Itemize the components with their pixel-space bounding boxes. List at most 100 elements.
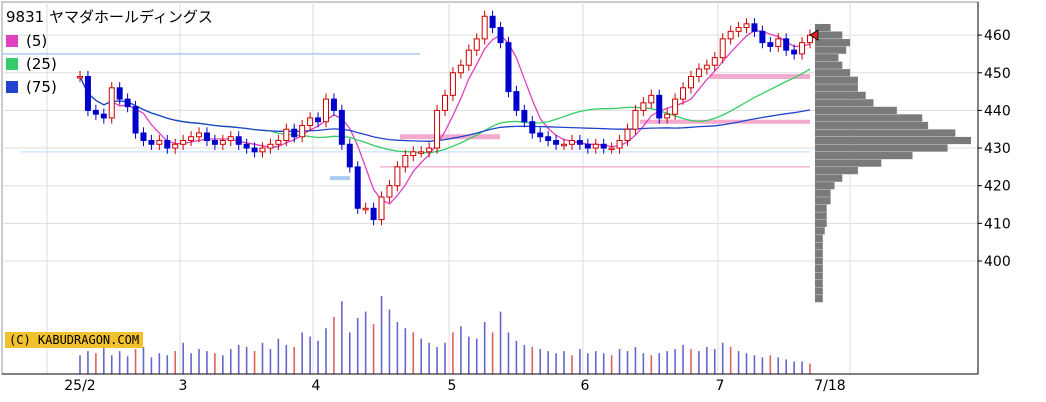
candle-body — [624, 128, 631, 142]
candle-body — [394, 166, 401, 187]
ma5-swatch — [6, 34, 18, 47]
ma25-swatch — [6, 57, 18, 70]
candle-body — [315, 117, 322, 123]
ma75-label: (75) — [26, 77, 57, 96]
ma25-label: (25) — [26, 54, 57, 73]
candle-body — [108, 87, 115, 119]
candle-body — [648, 94, 655, 104]
candle-body — [695, 68, 702, 78]
candle-body — [322, 98, 329, 123]
candle-body — [148, 140, 155, 145]
candle-body — [513, 91, 520, 111]
candle-body — [164, 140, 171, 149]
candle-body — [330, 98, 337, 111]
y-tick-label: 440 — [984, 103, 1011, 119]
volume-profile-bar — [815, 227, 825, 235]
volume-profile-bar — [815, 167, 858, 175]
x-axis-ticks: 25/2 3 4 5 6 7 7/18 — [64, 378, 845, 394]
candle-body — [442, 94, 448, 111]
candle-body — [92, 109, 99, 115]
volume-profile-bar — [815, 69, 851, 77]
candle-body — [457, 64, 464, 74]
candle-body — [77, 76, 83, 79]
candle-body — [783, 38, 790, 51]
candle-body — [100, 113, 107, 119]
candle-body — [616, 140, 623, 149]
volume-profile-bar — [815, 84, 858, 92]
moving-average-lines — [79, 29, 811, 205]
candle-body — [600, 143, 607, 149]
credit-label: (C) KABUDRAGON.COM — [5, 332, 144, 348]
volume-profile-bar — [815, 174, 843, 182]
candle-body — [680, 87, 687, 100]
volume-profile-bar — [815, 264, 823, 273]
candle-body — [211, 140, 218, 145]
volume-profile-bar — [815, 242, 823, 250]
candle-body — [386, 185, 393, 198]
last-price-marker — [809, 29, 819, 41]
candle-body — [608, 147, 615, 151]
candle-body — [727, 30, 734, 40]
candle-body — [124, 98, 131, 108]
candle-body — [283, 128, 290, 142]
x-tick-label: 4 — [312, 378, 321, 394]
candle-body — [426, 147, 433, 153]
volume-profile-bar — [815, 189, 831, 197]
candle-body — [243, 143, 250, 149]
candle-body — [656, 94, 663, 119]
ma5-label: (5) — [26, 31, 48, 50]
candle-body — [791, 49, 798, 55]
y-tick-label: 450 — [984, 66, 1011, 82]
candlesticks — [77, 10, 813, 226]
candle-body — [227, 136, 234, 142]
candle-body — [672, 98, 679, 115]
candle-body — [632, 109, 639, 130]
candle-body — [743, 23, 750, 29]
volume-profile-bar — [815, 212, 827, 220]
volume-profile-bar — [815, 54, 839, 62]
candle-body — [307, 117, 314, 126]
candle-body — [735, 27, 742, 32]
candle-body — [465, 49, 472, 66]
volume-profile-bar — [815, 129, 956, 137]
volume-profile-bar — [815, 144, 948, 152]
candle-body — [84, 76, 91, 111]
volume-profile-bar — [815, 99, 874, 107]
candle-body — [219, 140, 226, 145]
x-tick-label: 6 — [581, 378, 590, 394]
candle-body — [537, 132, 544, 138]
y-tick-label: 400 — [984, 254, 1011, 270]
chart-title: 9831 ヤマダホールディングス — [6, 8, 213, 26]
volume-profile-bar — [815, 39, 851, 47]
candle-body — [132, 106, 139, 134]
candle-body — [759, 30, 766, 44]
volume-profile-bar — [815, 272, 823, 280]
volume-profile-bar — [815, 61, 843, 69]
x-tick-label: 5 — [448, 378, 457, 394]
ma-line-5 — [79, 29, 811, 205]
candle-body — [751, 23, 758, 32]
candle-body — [275, 140, 282, 145]
candle-body — [711, 57, 718, 66]
ma75-swatch — [6, 80, 18, 93]
y-tick-label: 420 — [984, 179, 1011, 195]
candle-body — [410, 151, 417, 157]
candle-body — [267, 143, 274, 149]
y-tick-label: 410 — [984, 216, 1011, 232]
volume-profile-bar — [815, 197, 831, 205]
volume-profile-bar — [815, 249, 823, 258]
candle-body — [775, 38, 782, 47]
candle-body — [489, 15, 496, 29]
y-axis-ticks: 400 410 420 430 440 450 460 — [978, 28, 1011, 270]
volume-profile-bar — [815, 204, 827, 212]
volume-profile-bar — [815, 91, 866, 99]
candle-body — [299, 124, 306, 138]
x-tick-label: 25/2 — [64, 378, 95, 394]
candle-body — [703, 64, 710, 70]
volume-profile-bar — [815, 279, 823, 288]
volume-profile-bar — [815, 121, 929, 130]
candle-body — [545, 136, 552, 142]
y-tick-label: 430 — [984, 141, 1011, 157]
candle-body — [576, 140, 583, 145]
candle-body — [156, 140, 163, 145]
